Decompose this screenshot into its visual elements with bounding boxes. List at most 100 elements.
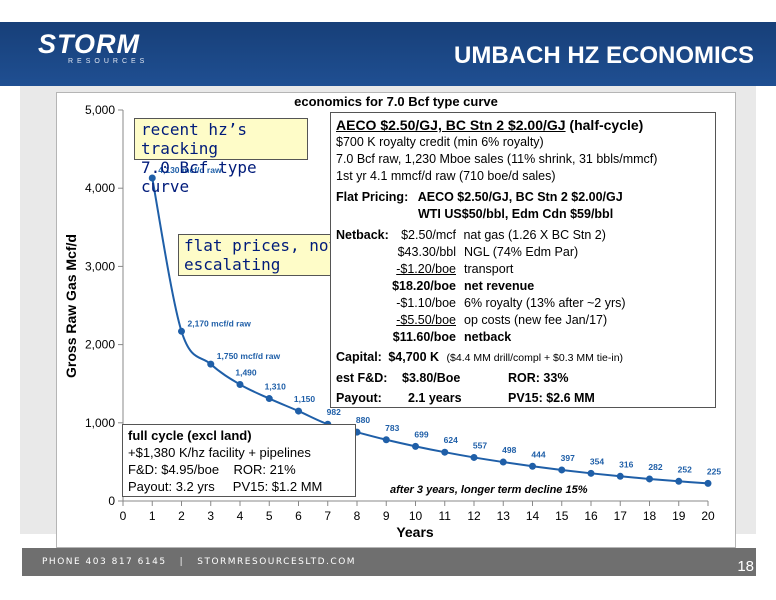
data-label: 557 (473, 440, 487, 450)
netback-desc: NGL (74% Edm Par) (464, 245, 579, 259)
logo-text: STORM (38, 29, 141, 59)
flat-pricing-oil: WTI US$50/bbl, Edm Cdn $59/bbl (418, 207, 614, 221)
page-number: 18 (737, 558, 754, 575)
netback-row-5: -$5.50/boe op costs (new fee Jan/17) (336, 312, 710, 329)
x-tick-label: 10 (409, 509, 423, 523)
x-tick-label: 6 (295, 509, 302, 523)
flat-pricing-row-1: Flat Pricing: AECO $2.50/GJ, BC Stn 2 $2… (336, 189, 710, 206)
netback-label: Netback: (336, 228, 389, 242)
pv15-value: PV15: $2.6 MM (508, 391, 595, 405)
data-label: 252 (678, 464, 692, 474)
fd-label: est F&D: (336, 371, 388, 385)
data-point (499, 458, 507, 466)
data-point (265, 395, 273, 403)
flat-pricing-gas: AECO $2.50/GJ, BC Stn 2 $2.00/GJ (417, 190, 623, 204)
flat-pricing-row-2: WTI US$50/bbl, Edm Cdn $59/bbl (336, 206, 710, 223)
netback-amount: $2.50/mcf (401, 228, 456, 242)
capital-note: ($4.4 MM drill/compl + $0.3 MM tie-in) (446, 352, 624, 364)
netback-desc: nat gas (1.26 X BC Stn 2) (463, 228, 606, 242)
economics-summary-box: AECO $2.50/GJ, BC Stn 2 $2.00/GJ (half-c… (330, 112, 716, 408)
y-ticks: 0 1,000 2,000 3,000 4,000 5,000 (85, 103, 123, 508)
capital-row: Capital: $4,700 K ($4.4 MM drill/compl +… (336, 349, 710, 367)
data-label: 498 (502, 445, 516, 455)
flat-callout-line-1: flat prices, not (184, 236, 339, 255)
capital-value: $4,700 K (388, 350, 440, 364)
flat-prices-callout: flat prices, not escalating (178, 234, 346, 276)
data-point (470, 453, 478, 461)
data-label: 225 (707, 466, 721, 476)
capital-label: Capital: (336, 350, 382, 364)
footer-contact: PHONE 403 817 6145 | STORMRESOURCESLTD.C… (42, 557, 357, 567)
netback-desc: 6% royalty (13% after ~2 yrs) (464, 296, 626, 310)
footer-bar: PHONE 403 817 6145 | STORMRESOURCESLTD.C… (22, 548, 756, 576)
data-label: 2,170 mcf/d raw (188, 318, 252, 328)
header-banner (0, 22, 776, 86)
data-label: 397 (561, 453, 575, 463)
fd-value: $3.80/Boe (402, 371, 461, 385)
netback-desc: transport (464, 262, 514, 276)
data-label: 1,490 (235, 367, 257, 377)
reserves-line: 7.0 Bcf raw, 1,230 Mboe sales (11% shrin… (336, 152, 658, 166)
netback-row-1: $43.30/bbl NGL (74% Edm Par) (336, 244, 710, 261)
netback-row-3: $18.20/boe net revenue (336, 278, 710, 295)
data-label: 783 (385, 423, 399, 433)
data-point (587, 469, 595, 477)
x-tick-label: 19 (672, 509, 686, 523)
decline-annotation: after 3 years, longer term decline 15% (390, 484, 588, 496)
logo-subtext: RESOURCES (68, 58, 149, 65)
x-tick-label: 9 (383, 509, 390, 523)
x-tick-label: 12 (467, 509, 481, 523)
netback-amount: $11.60/boe (392, 330, 456, 344)
data-point (646, 475, 653, 483)
data-point (178, 327, 185, 335)
y-tick-label: 3,000 (85, 259, 115, 273)
full-cycle-box: full cycle (excl land) +$1,380 K/hz faci… (122, 424, 356, 497)
data-label: 880 (356, 415, 370, 425)
x-tick-label: 1 (149, 509, 156, 523)
netback-amount: -$1.20/boe (396, 262, 456, 276)
netback-desc: net revenue (464, 279, 535, 293)
data-label: 624 (444, 435, 458, 445)
netback-row-2: -$1.20/boe transport (336, 261, 710, 278)
y-tick-label: 0 (108, 494, 115, 508)
data-label: 699 (414, 429, 428, 439)
x-tick-label: 7 (324, 509, 331, 523)
data-label: 282 (648, 462, 662, 472)
netback-amount: -$1.10/boe (396, 296, 456, 310)
data-point (295, 407, 302, 415)
data-label: 982 (327, 407, 341, 417)
full-cycle-title: full cycle (excl land) (128, 428, 252, 443)
x-tick-label: 0 (120, 509, 127, 523)
x-tick-label: 20 (701, 509, 715, 523)
full-cycle-payout-pv: Payout: 3.2 yrs PV15: $1.2 MM (128, 479, 323, 494)
data-point (558, 466, 566, 474)
netback-desc: op costs (new fee Jan/17) (464, 313, 608, 327)
royalty-credit-line: $700 K royalty credit (min 6% royalty) (336, 135, 544, 149)
x-tick-label: 4 (237, 509, 244, 523)
data-label: 4,130 mcf/d raw (158, 165, 222, 175)
tracking-callout-line-1: recent hz’s tracking (141, 120, 247, 158)
payout-row: Payout: 2.1 years PV15: $2.6 MM (336, 390, 710, 407)
flat-callout-line-2: escalating (184, 255, 281, 274)
fd-row: est F&D: $3.80/Boe ROR: 33% (336, 370, 710, 387)
data-point (236, 380, 244, 388)
ror-value: ROR: 33% (508, 371, 569, 385)
tracking-callout-line-2: 7.0 Bcf type curve (141, 158, 257, 196)
netback-desc: netback (464, 330, 512, 344)
x-axis-title: Years (396, 524, 434, 540)
netback-row-4: -$1.10/boe 6% royalty (13% after ~2 yrs) (336, 295, 710, 312)
payout-value: 2.1 years (408, 391, 462, 405)
data-label: 1,150 (294, 394, 316, 404)
data-point (704, 479, 712, 487)
netback-row-0: Netback: $2.50/mcf nat gas (1.26 X BC Stn… (336, 227, 710, 244)
x-tick-label: 13 (497, 509, 511, 523)
data-point (148, 174, 156, 182)
data-point (616, 472, 624, 480)
netback-amount: $18.20/boe (392, 279, 456, 293)
netback-amount: $43.30/bbl (397, 245, 456, 259)
economics-heading-prices: AECO $2.50/GJ, BC Stn 2 $2.00/GJ (336, 117, 566, 133)
x-tick-label: 15 (555, 509, 569, 523)
series-line (151, 177, 709, 485)
flat-pricing-label: Flat Pricing: (336, 190, 409, 204)
data-label: 354 (590, 456, 604, 466)
